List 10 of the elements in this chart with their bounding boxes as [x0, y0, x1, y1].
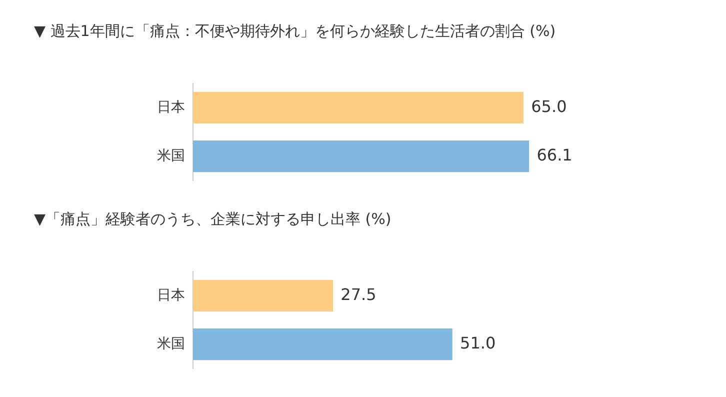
data-label: 66.1: [536, 145, 572, 164]
data-label: 65.0: [531, 96, 567, 116]
y-tick-label: 米国: [157, 148, 185, 164]
y-tick-label: 日本: [157, 99, 185, 116]
chart-title: ▼「痛点」経験者のうち、企業に対する申し出率 (%): [34, 210, 392, 229]
y-tick-label: 米国: [157, 336, 185, 352]
chart-title: ▼ 過去1年間に「痛点：不便や期待外れ」を何らか経験した生活者の割合 (%): [34, 22, 556, 41]
data-label: 27.5: [340, 284, 376, 304]
data-label: 51.0: [460, 333, 496, 352]
y-tick-label: 日本: [157, 287, 185, 304]
